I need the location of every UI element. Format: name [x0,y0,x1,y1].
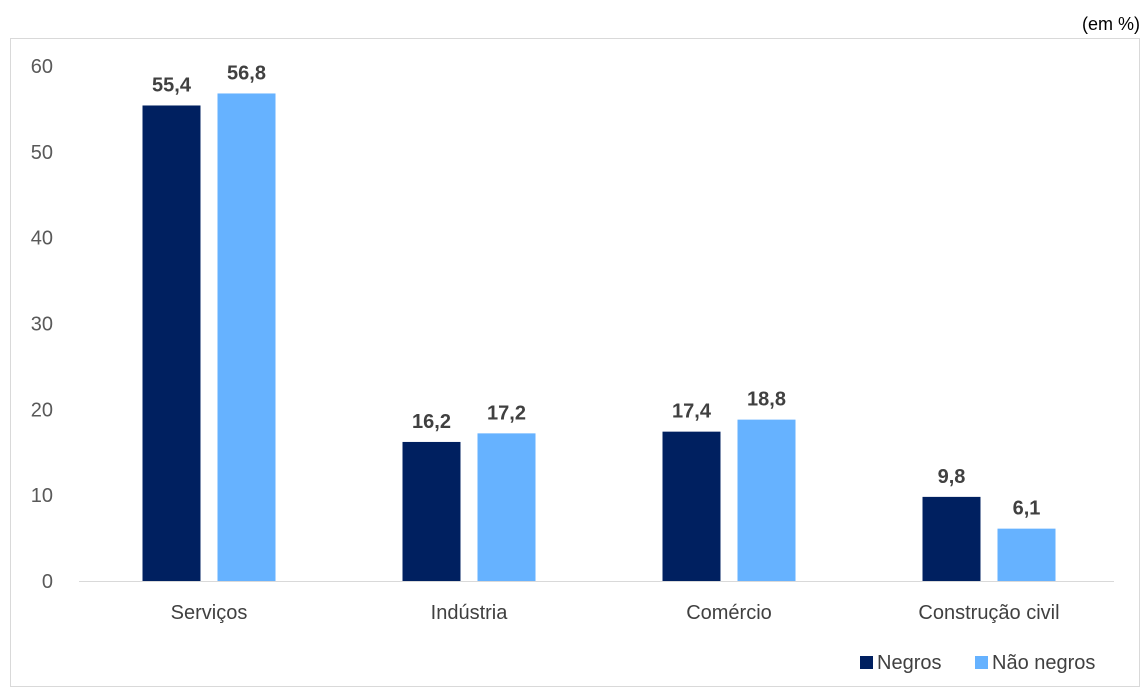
bar-não-negros-1[interactable] [477,433,536,581]
data-label-não-negros-2: 18,8 [747,389,786,411]
legend-label-negros: Negros [877,652,941,674]
x-tick-label-2: Comércio [686,602,772,624]
y-tick-label-60: 60 [31,56,53,78]
y-tick-label-50: 50 [31,142,53,164]
bar-negros-3[interactable] [922,496,981,581]
data-label-não-negros-1: 17,2 [487,402,526,424]
chart-frame [10,38,1140,687]
bar-não-negros-3[interactable] [997,528,1056,581]
y-tick-label-0: 0 [42,571,53,593]
bar-negros-1[interactable] [402,441,461,581]
x-tick-label-0: Serviços [171,602,248,624]
y-tick-label-10: 10 [31,485,53,507]
legend-swatch-negros [860,656,873,669]
y-tick-label-20: 20 [31,399,53,421]
data-label-negros-3: 9,8 [938,466,966,488]
bar-negros-2[interactable] [662,431,721,581]
data-label-não-negros-0: 56,8 [227,62,266,84]
legend-label-não-negros: Não negros [992,652,1095,674]
x-tick-label-3: Construção civil [918,602,1059,624]
x-tick-label-1: Indústria [431,602,509,624]
bar-não-negros-2[interactable] [737,419,796,581]
bar-negros-0[interactable] [142,105,201,581]
data-label-negros-0: 55,4 [152,74,192,96]
data-label-negros-1: 16,2 [412,411,451,433]
y-tick-label-40: 40 [31,228,53,250]
unit-label: (em %) [1082,14,1140,34]
legend-swatch-não-negros [975,656,988,669]
data-label-não-negros-3: 6,1 [1013,498,1041,520]
data-label-negros-2: 17,4 [672,401,712,423]
y-tick-label-30: 30 [31,314,53,336]
bar-não-negros-0[interactable] [217,93,276,581]
